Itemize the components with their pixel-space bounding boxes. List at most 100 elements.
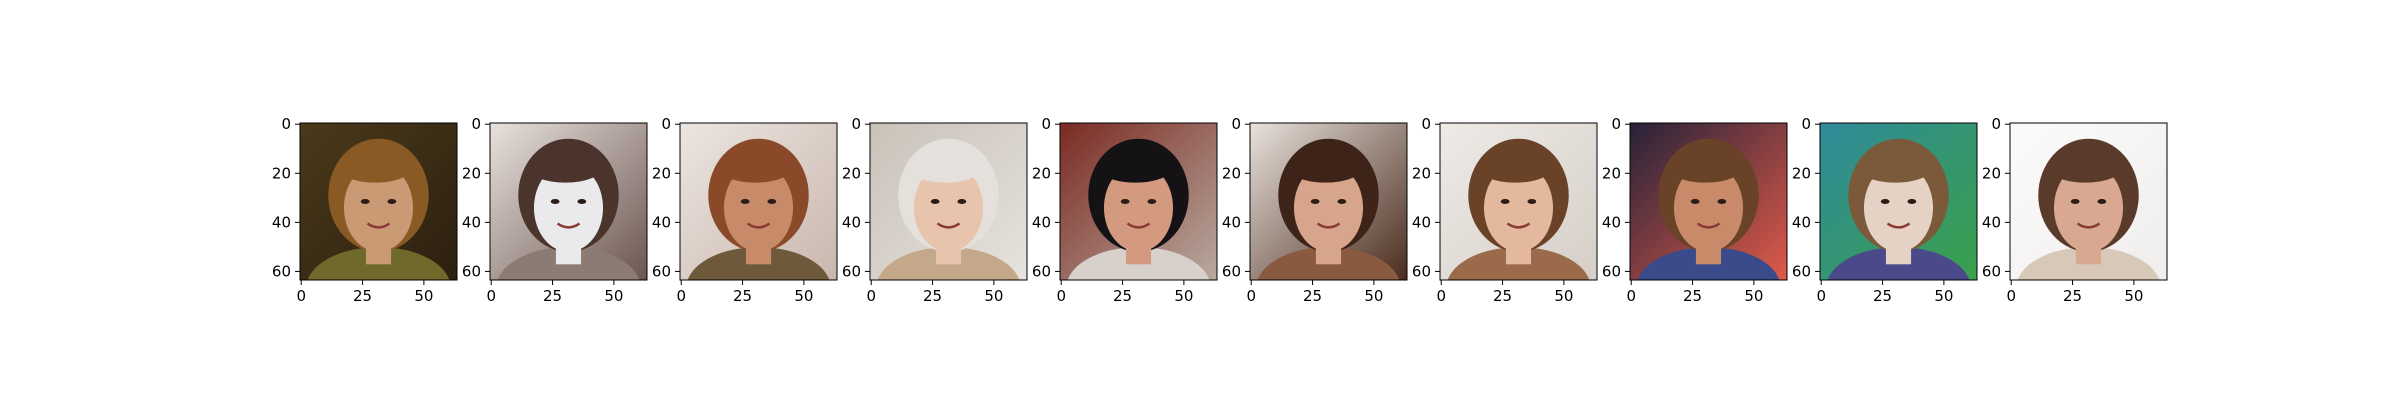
mouth [2076, 222, 2101, 229]
y-tick-label: 0 [1421, 115, 1431, 133]
left-eye [1310, 198, 1320, 205]
y-tick-label: 0 [1041, 115, 1051, 133]
x-tick-label: 25 [733, 287, 752, 305]
hair-fringe [1287, 151, 1364, 183]
mouth [936, 222, 961, 229]
face [1673, 163, 1744, 252]
y-tick-label: 0 [851, 115, 861, 133]
mouth [1316, 222, 1341, 229]
x-tick-label: 50 [2124, 287, 2143, 305]
mouth [1506, 222, 1531, 229]
face [1483, 163, 1554, 252]
x-tick-label: 50 [414, 287, 433, 305]
y-tick-label: 60 [272, 262, 291, 280]
x-tick-label: 0 [1436, 287, 1446, 305]
image-panel: 0 20 40 60 0 25 50 [272, 115, 458, 305]
left-eye [930, 198, 940, 205]
right-eye [2097, 198, 2107, 205]
image-grid: 0 20 40 60 0 25 50 0 20 40 60 0 25 50 0 20 40 60 0 25 50 0 20 4… [272, 115, 2168, 305]
y-tick-label: 20 [1032, 164, 1051, 182]
axes-frame [679, 122, 838, 281]
generated-face-long-light-brown-hair [1440, 123, 1597, 280]
left-eye [1500, 198, 1510, 205]
y-tick-label: 40 [462, 213, 481, 231]
right-eye [577, 198, 587, 205]
y-tick-label: 0 [1231, 115, 1241, 133]
x-tick-label: 0 [486, 287, 496, 305]
image-panel: 0 20 40 60 0 25 50 [1222, 115, 1408, 305]
y-tick-label: 20 [1982, 164, 2001, 182]
hair-fringe [1857, 151, 1934, 183]
y-tick-label: 60 [1792, 262, 1811, 280]
image-panel: 0 20 40 60 0 25 50 [1412, 115, 1598, 305]
y-tick-label: 60 [652, 262, 671, 280]
right-eye [957, 198, 967, 205]
hair-fringe [527, 151, 604, 183]
left-eye [1120, 198, 1130, 205]
left-eye [2070, 198, 2080, 205]
hair-fringe [1667, 151, 1744, 183]
y-tick-label: 20 [1412, 164, 1431, 182]
x-tick-label: 50 [1934, 287, 1953, 305]
generated-face-short-brown-hair-smiling [300, 123, 457, 280]
generated-face-colorful-noise-background [1820, 123, 1977, 280]
generated-face-platinum-blonde-smiling [870, 123, 1027, 280]
x-tick-label: 0 [2006, 287, 2016, 305]
y-tick-label: 0 [471, 115, 481, 133]
hair-fringe [1097, 151, 1174, 183]
x-tick-label: 0 [1816, 287, 1826, 305]
y-tick-label: 0 [1801, 115, 1811, 133]
image-panel: 0 20 40 60 0 25 50 [462, 115, 648, 305]
y-tick-label: 40 [1602, 213, 1621, 231]
x-tick-label: 0 [296, 287, 306, 305]
axes-frame [489, 122, 648, 281]
mouth [556, 222, 581, 229]
right-eye [387, 198, 397, 205]
axes-frame [2009, 122, 2168, 281]
mouth [746, 222, 771, 229]
y-tick-label: 60 [1982, 262, 2001, 280]
y-tick-label: 20 [1222, 164, 1241, 182]
face [1293, 163, 1364, 252]
x-tick-label: 50 [794, 287, 813, 305]
image-panel: 0 20 40 60 0 25 50 [1982, 115, 2168, 305]
left-eye [740, 198, 750, 205]
face [723, 163, 794, 252]
y-tick-label: 60 [1412, 262, 1431, 280]
x-tick-label: 25 [1493, 287, 1512, 305]
axes-frame [1629, 122, 1788, 281]
x-tick-label: 25 [1303, 287, 1322, 305]
x-tick-label: 25 [1873, 287, 1892, 305]
face [1103, 163, 1174, 252]
hair-fringe [717, 151, 794, 183]
x-tick-label: 25 [2063, 287, 2082, 305]
x-tick-label: 25 [353, 287, 372, 305]
x-tick-label: 25 [543, 287, 562, 305]
x-tick-label: 50 [1554, 287, 1573, 305]
y-tick-label: 40 [1982, 213, 2001, 231]
x-tick-label: 0 [866, 287, 876, 305]
left-eye [1690, 198, 1700, 205]
x-tick-label: 50 [984, 287, 1003, 305]
y-tick-label: 20 [1602, 164, 1621, 182]
y-tick-label: 20 [652, 164, 671, 182]
y-tick-label: 0 [661, 115, 671, 133]
y-tick-label: 60 [1602, 262, 1621, 280]
generated-face-distorted-white-mask [490, 123, 647, 280]
generated-face-long-brown-hair [1250, 123, 1407, 280]
x-tick-label: 0 [1626, 287, 1636, 305]
axes-frame [299, 122, 458, 281]
y-tick-label: 40 [652, 213, 671, 231]
y-tick-label: 40 [842, 213, 861, 231]
y-tick-label: 20 [272, 164, 291, 182]
right-eye [1907, 198, 1917, 205]
y-tick-label: 60 [1222, 262, 1241, 280]
y-tick-label: 40 [1792, 213, 1811, 231]
x-tick-label: 50 [1174, 287, 1193, 305]
x-tick-label: 0 [676, 287, 686, 305]
generated-face-faded-white-background [2010, 123, 2167, 280]
right-eye [767, 198, 777, 205]
hair-fringe [337, 151, 414, 183]
face [1863, 163, 1934, 252]
